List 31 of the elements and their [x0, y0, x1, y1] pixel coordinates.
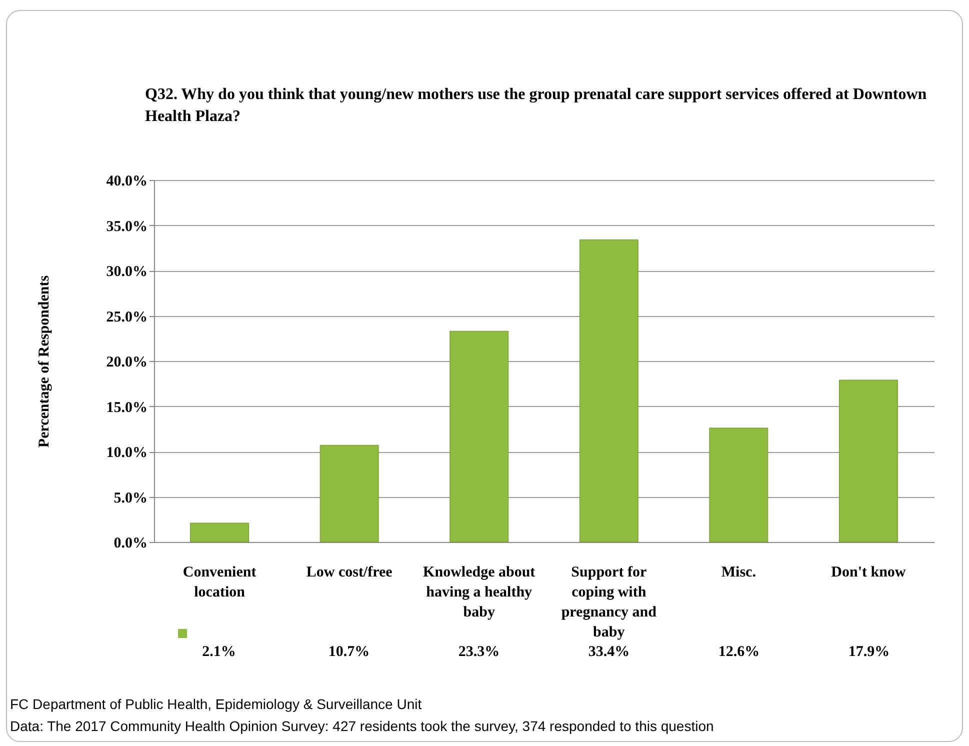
bar — [839, 380, 898, 542]
y-tick-label: 35.0% — [106, 218, 148, 235]
y-tick-label: 0.0% — [114, 536, 148, 552]
y-tick-label: 25.0% — [106, 309, 148, 326]
bar — [320, 444, 379, 542]
data-label: 17.9% — [848, 644, 890, 660]
y-tick-label: 5.0% — [114, 490, 148, 506]
x-tick-label: Knowledge about having a healthy baby — [423, 564, 536, 620]
y-tick-label: 20.0% — [106, 354, 148, 370]
y-tick-label: 10.0% — [106, 445, 148, 461]
x-tick-label: Low cost/free — [306, 564, 393, 580]
x-tick-label: Support for coping with pregnancy and baby — [561, 564, 658, 640]
data-label: 10.7% — [328, 644, 370, 660]
y-tick-label: 30.0% — [106, 264, 148, 280]
bar — [709, 428, 768, 542]
x-tick-label: Don't know — [831, 564, 906, 580]
data-label: 12.6% — [718, 644, 760, 660]
bar — [579, 239, 638, 542]
bar — [190, 522, 249, 542]
x-tick-label: Misc. — [721, 564, 756, 580]
x-tick-label: Convenient location — [182, 564, 256, 600]
text: FC Department of Public Health, Epidemiology & Surveillance Unit — [10, 695, 423, 714]
y-axis-title: Percentage of Respondents — [36, 275, 52, 448]
text: Data: The 2017 Community Health Opinion Survey: 427 residents took the survey, 374 responded to this question — [10, 717, 714, 736]
data-label: 2.1% — [202, 644, 236, 660]
data-label: 33.4% — [588, 644, 630, 660]
y-tick-label: 15.0% — [106, 400, 148, 416]
chart-title: Q32. Why do you think that young/new mothers use the group prenatal care support services offered at Downtown Health Plaza? — [145, 85, 928, 127]
bar — [450, 330, 509, 542]
data-label: 23.3% — [458, 644, 500, 660]
y-tick-label: 40.0% — [106, 174, 148, 190]
